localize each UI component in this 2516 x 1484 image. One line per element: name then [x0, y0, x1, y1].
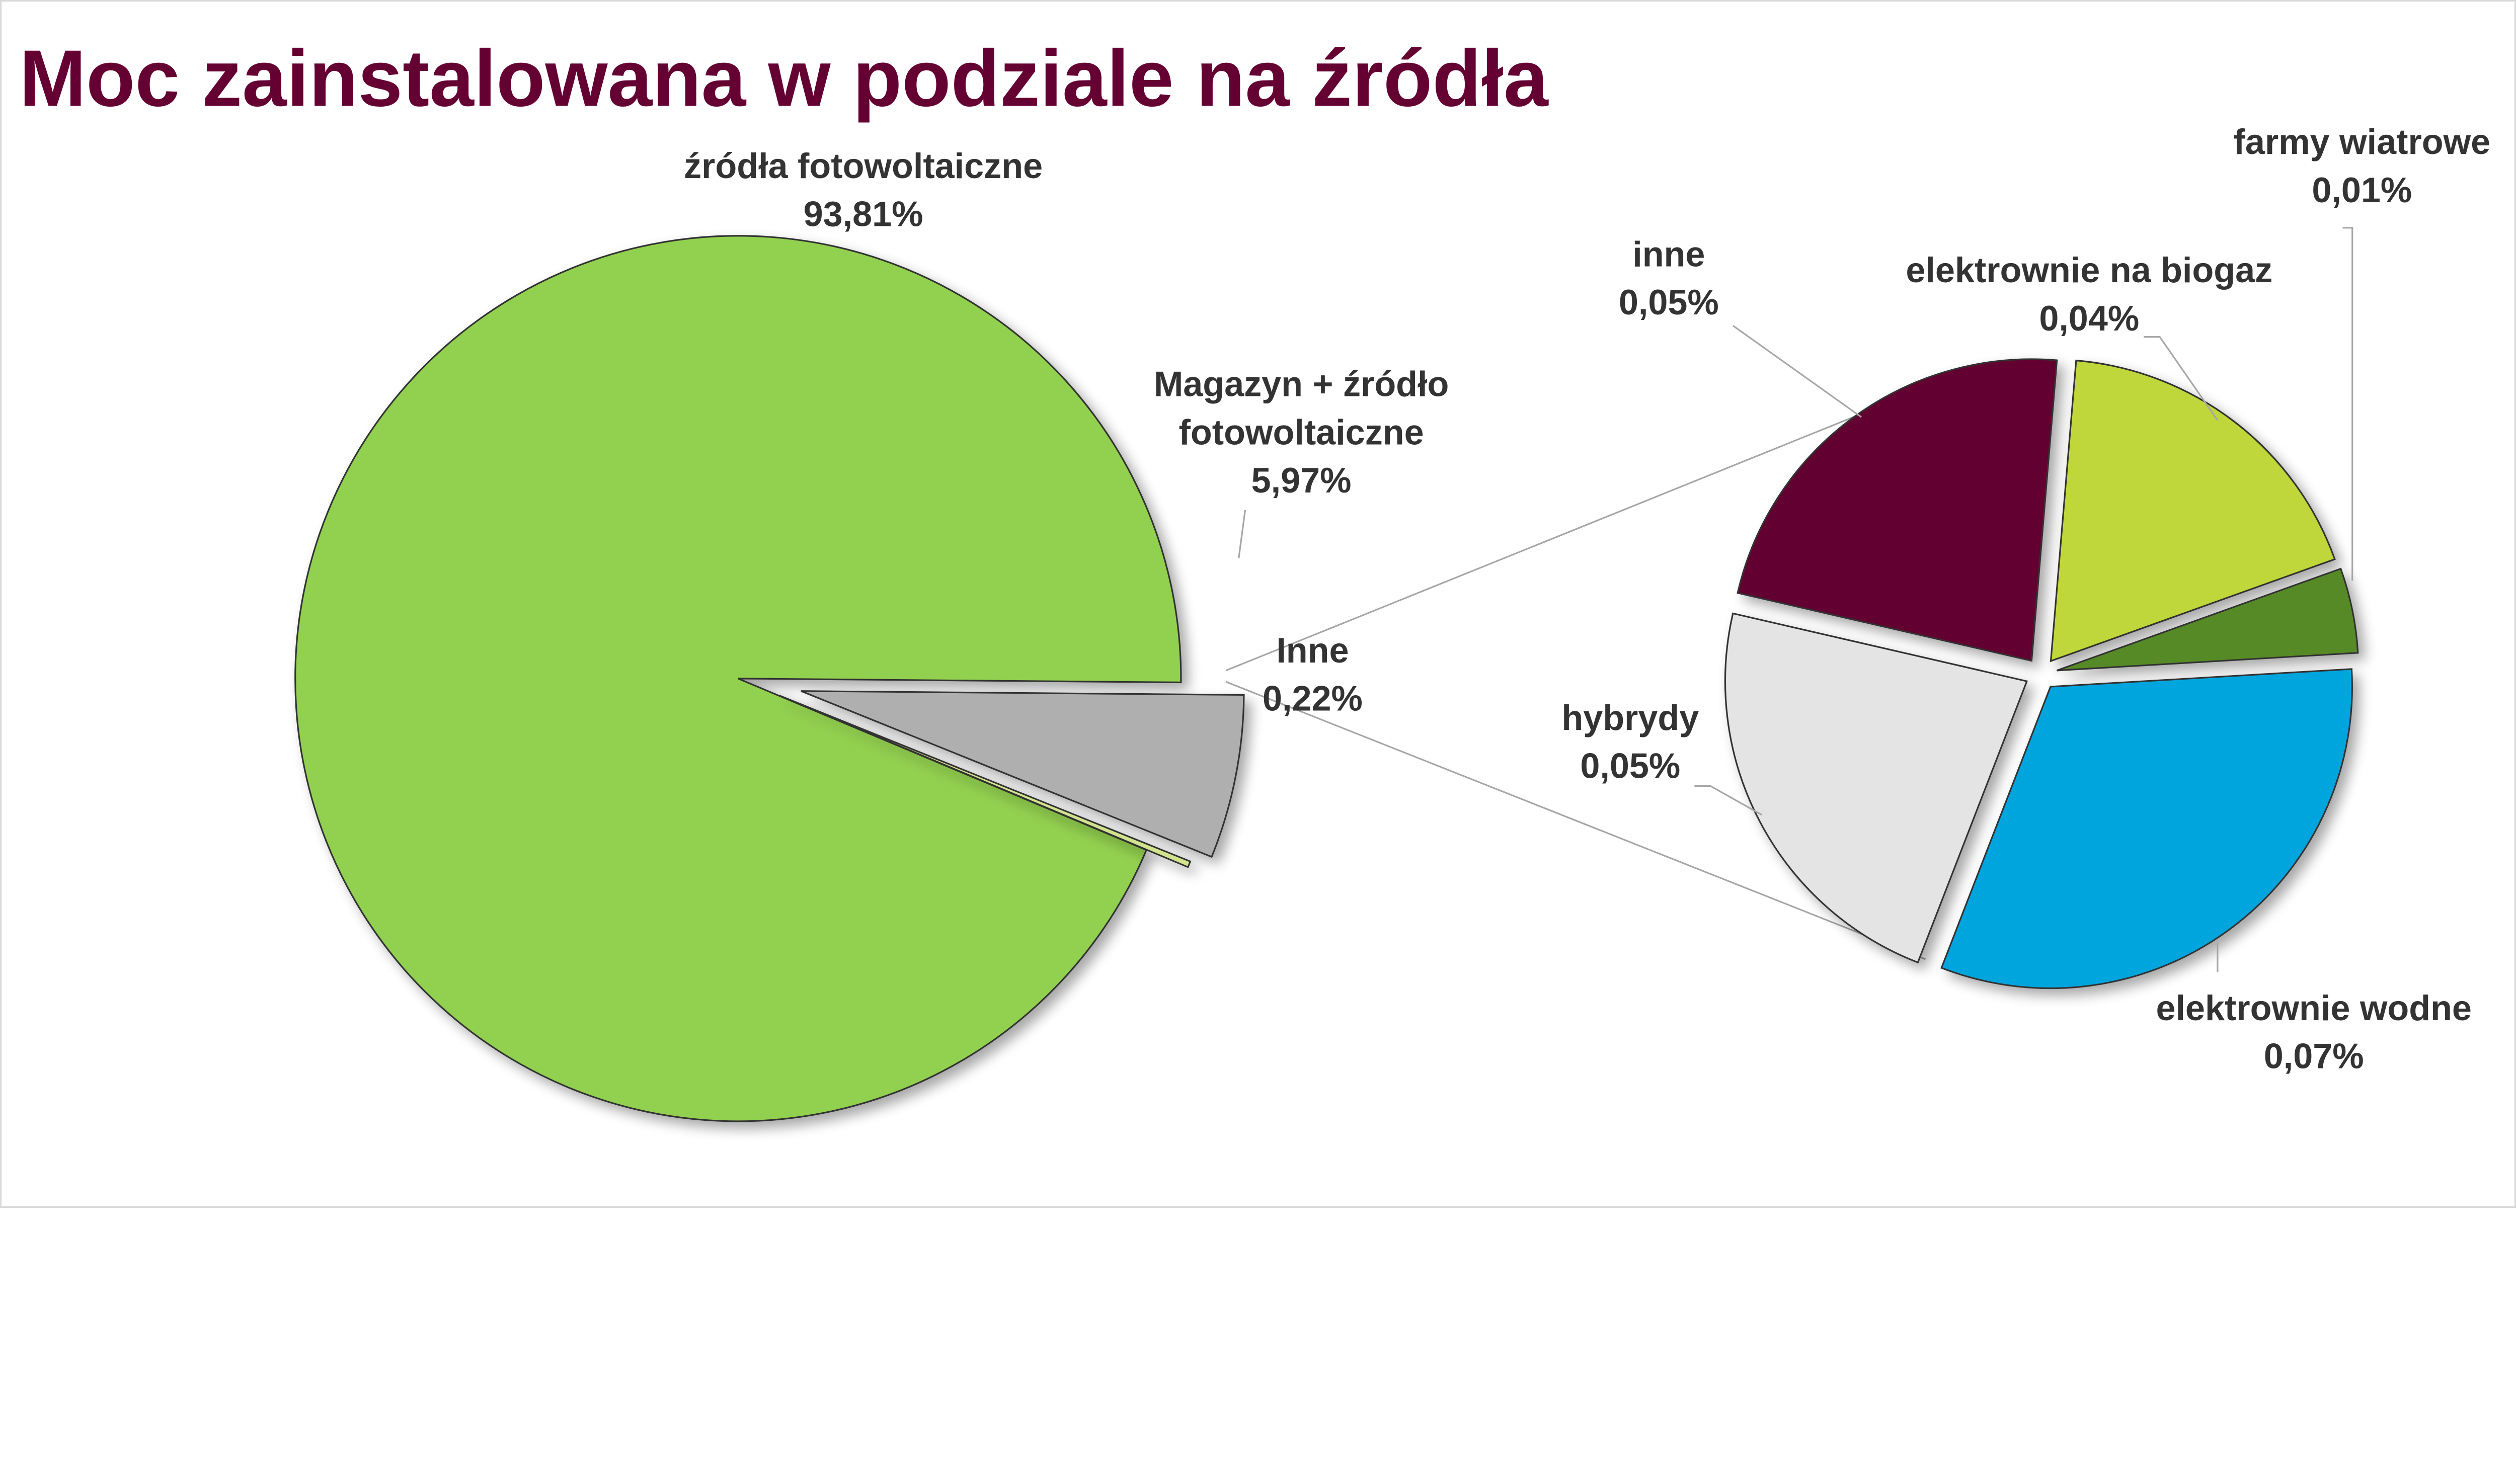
chart-title: Moc zainstalowana w podziale na źródła: [19, 33, 1549, 123]
label-inne: inne 0,05%: [1619, 234, 1719, 322]
pie2-slice-3: [1940, 668, 2353, 990]
label-hybrydy-line: 0,05%: [1580, 746, 1680, 786]
label-zrodla-fotowoltaiczne: źródła fotowoltaiczne 93,81%: [684, 146, 1043, 234]
pie2-slice-2: [2056, 567, 2359, 672]
main-pie: [294, 235, 1245, 1122]
label-hybrydy: hybrydy 0,05%: [1561, 698, 1699, 786]
label-farmy-wiatrowe-line: farmy wiatrowe: [2234, 122, 2491, 161]
label-inne-main: Inne 0,22%: [1263, 630, 1363, 718]
pie2-slice-4: [1724, 612, 2028, 964]
label-biogaz-line: elektrownie na biogaz: [1906, 250, 2272, 290]
data-labels: źródła fotowoltaiczne 93,81% Magazyn + źró…: [684, 122, 2490, 1076]
label-elektrownie-wodne: elektrownie wodne 0,07%: [2156, 988, 2472, 1076]
label-zrodla-fotowoltaiczne-line: źródła fotowoltaiczne: [684, 146, 1043, 186]
connector-line-top: [1225, 413, 1862, 672]
label-farmy-wiatrowe: farmy wiatrowe 0,01%: [2234, 122, 2491, 210]
label-biogaz: elektrownie na biogaz 0,04%: [1906, 250, 2272, 338]
leader-biogaz: [2144, 336, 2219, 421]
pie1-slice-0: [294, 235, 1182, 1122]
label-elektrownie-wodne-line: 0,07%: [2264, 1036, 2364, 1076]
label-zrodla-fotowoltaiczne-line: 93,81%: [804, 194, 923, 234]
label-biogaz-line: 0,04%: [2039, 298, 2139, 338]
leader-magazyn: [1238, 510, 1246, 558]
secondary-pie: [1724, 358, 2359, 990]
label-inne-main-line: 0,22%: [1263, 679, 1363, 718]
label-inne-line: inne: [1632, 234, 1705, 274]
pie1-slice-1: [801, 690, 1245, 858]
label-magazyn: Magazyn + źródło fotowoltaiczne 5,97%: [1154, 364, 1449, 500]
label-magazyn-line: fotowoltaiczne: [1179, 412, 1424, 452]
leader-hybrydy: [1694, 785, 1763, 816]
label-inne-line: 0,05%: [1619, 282, 1719, 322]
label-farmy-wiatrowe-line: 0,01%: [2312, 170, 2412, 210]
pie2-slice-1: [2050, 359, 2336, 663]
pie1-slice-2: [779, 695, 1192, 868]
leader-lines: [1238, 227, 2353, 972]
pie2-slice-0: [1737, 358, 2058, 662]
label-inne-main-line: Inne: [1276, 630, 1349, 670]
connector-lines: [1225, 413, 1926, 960]
connector-line-bottom: [1225, 681, 1926, 960]
label-magazyn-line: Magazyn + źródło: [1154, 364, 1449, 404]
label-magazyn-line: 5,97%: [1251, 460, 1352, 500]
label-hybrydy-line: hybrydy: [1561, 698, 1699, 737]
leader-farmy: [2342, 227, 2353, 581]
pie-of-pie-chart: Moc zainstalowana w podziale na źródła ź…: [0, 0, 2516, 1208]
label-elektrownie-wodne-line: elektrownie wodne: [2156, 988, 2472, 1028]
leader-inne: [1732, 325, 1862, 418]
